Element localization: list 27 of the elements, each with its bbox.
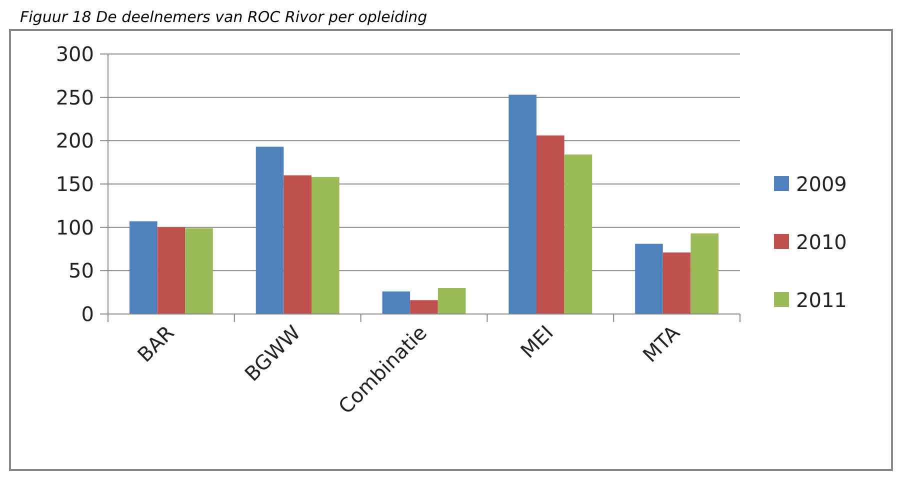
bar (564, 154, 592, 314)
bar (438, 288, 466, 314)
bar (382, 291, 410, 314)
bar (536, 135, 564, 314)
bar (635, 244, 663, 314)
bar (508, 94, 536, 314)
bar (312, 177, 340, 314)
x-tick-label: MEI (516, 320, 558, 363)
y-tick-label: 100 (56, 215, 94, 240)
y-tick-label: 300 (56, 42, 94, 66)
legend-label: 2009 (796, 172, 847, 196)
bar (157, 227, 186, 314)
y-tick-label: 250 (56, 85, 94, 110)
y-tick-label: 200 (56, 128, 94, 153)
bar (129, 221, 158, 314)
bar (185, 228, 213, 314)
bar (690, 233, 719, 314)
chart-title: Figuur 18 De deelnemers van ROC Rivor per opleiding (20, 8, 428, 26)
bar (284, 175, 312, 314)
y-tick-label: 50 (68, 258, 94, 283)
y-tick-label: 150 (56, 172, 94, 196)
bar (410, 300, 438, 314)
y-tick-label: 0 (81, 302, 94, 326)
bar (662, 252, 691, 314)
legend-label: 2010 (796, 230, 847, 254)
legend-label: 2011 (796, 288, 847, 312)
bar (256, 146, 284, 314)
